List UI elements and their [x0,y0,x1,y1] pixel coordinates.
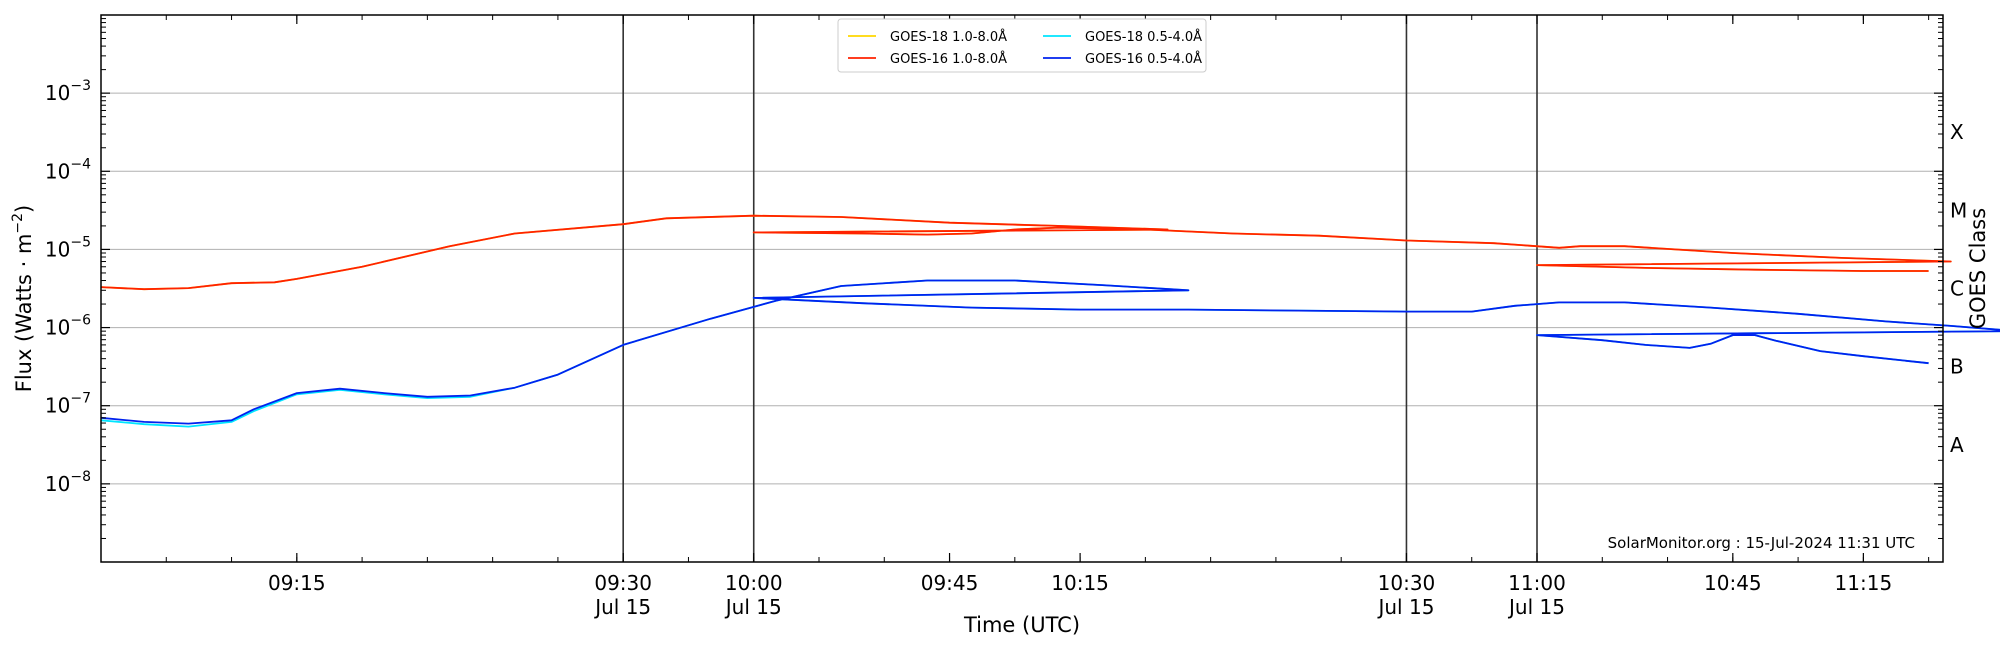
plot-frame [100,14,1944,563]
goes-class-label: A [1950,433,1964,457]
grid-layer [101,92,1943,485]
x-tick-label: 09:15 [268,571,326,595]
y-tick-label: 10−3 [45,78,91,105]
vertical-markers [622,15,1538,562]
x-tick-date-label: Jul 15 [724,595,782,619]
y-tick-label-exp: −7 [70,391,91,407]
x-axis-label: Time (UTC) [963,613,1080,637]
legend-box [837,18,1207,73]
y-tick-label-base: 10 [45,472,70,496]
legend: GOES-18 1.0-8.0Å GOES-16 1.0-8.0Å GOES-18 … [837,18,1207,73]
series-line-0 [100,214,1952,291]
y-tick-label-base: 10 [45,159,70,183]
y-tick-label: 10−7 [45,391,91,418]
y-tick-label: 10−6 [45,313,91,340]
y-tick-label-base: 10 [45,237,70,261]
tick-layer [100,15,1943,562]
x-tick-label: 11:00 [1508,571,1566,595]
y-tick-label-exp: −8 [70,469,91,485]
series-line-2 [100,279,2000,428]
y-tick-label-exp: −4 [70,156,91,172]
legend-entry-label: GOES-18 1.0-8.0Å [890,29,1007,45]
x-tick-date-label: Jul 15 [593,595,651,619]
y-tick-label: 10−8 [45,469,91,496]
y-tick-label-base: 10 [45,81,70,105]
goes-class-label: C [1950,277,1964,301]
legend-entry-label: GOES-16 1.0-8.0Å [890,51,1007,67]
x-tick-label: 09:45 [921,571,979,595]
y-axis-label: Flux (Watts · m−2) [10,205,36,393]
y-tick-label-base: 10 [45,394,70,418]
credit-text: SolarMonitor.org : 15-Jul-2024 11:31 UTC [1608,534,1915,552]
x-tick-label: 10:30 [1378,571,1436,595]
series-line-3 [100,279,2000,425]
y-tick-label: 10−5 [45,234,91,261]
legend-entry-label: GOES-16 0.5-4.0Å [1085,51,1202,67]
legend-entry-label: GOES-18 0.5-4.0Å [1085,29,1202,45]
x-tick-date-label: Jul 15 [1376,595,1434,619]
y-axis-label-close: ) [12,205,36,213]
x-tick-label: 10:00 [725,571,783,595]
y-axis-label-base: Flux (Watts · m [12,234,36,393]
x-tick-label: 11:15 [1835,571,1893,595]
x-tick-label: 10:45 [1704,571,1762,595]
goes-class-label: B [1950,355,1964,379]
goes-class-label: M [1950,198,1967,222]
y-tick-label: 10−4 [45,156,91,183]
x-tick-label: 10:15 [1051,571,1109,595]
goes-class-label: X [1950,120,1964,144]
y-tick-label-exp: −5 [70,234,91,250]
x-tick-date-label: Jul 15 [1507,595,1565,619]
series-line-1 [100,214,1952,291]
goes-class-axis-label: GOES Class [1966,208,1990,329]
series-layer [100,214,2000,428]
y-tick-label-base: 10 [45,316,70,340]
y-axis-label-exp: −2 [10,213,26,234]
x-tick-label: 09:30 [594,571,652,595]
y-tick-label-exp: −6 [70,313,91,329]
y-tick-label-exp: −3 [70,78,91,94]
